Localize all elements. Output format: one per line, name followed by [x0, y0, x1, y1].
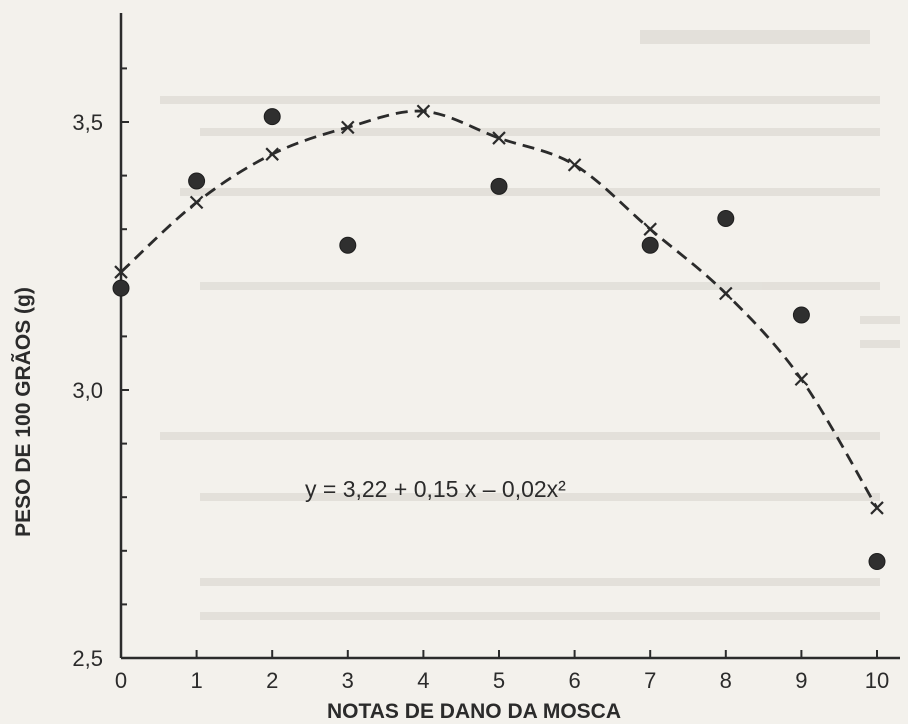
fitted-marker-stroke	[643, 222, 657, 236]
fitted-curve	[120, 109, 879, 509]
observed-point	[490, 177, 508, 195]
observed-point	[868, 553, 886, 571]
fitted-point-marker	[341, 120, 355, 135]
observed-points	[112, 108, 886, 571]
x-tick-label: 10	[865, 668, 889, 693]
y-axis-title: PESO DE 100 GRÃOS (g)	[12, 287, 35, 537]
fitted-marker-stroke	[189, 195, 204, 210]
x-ticks: 0 1 2 3 4 5 6 7 8 9 10	[115, 650, 889, 693]
observed-point	[641, 236, 659, 254]
fitted-point-marker	[265, 147, 279, 161]
observed-point	[792, 306, 810, 324]
fitted-marker-stroke	[265, 147, 279, 161]
fitted-point-marker	[567, 158, 582, 172]
background-bleed	[160, 30, 900, 620]
x-tick-label: 5	[493, 668, 505, 693]
fitted-marker-stroke	[870, 501, 884, 515]
fitted-point-marker	[416, 104, 431, 119]
fitted-point-marker	[643, 222, 657, 236]
observed-point	[717, 209, 735, 227]
fitted-point-marker	[719, 286, 733, 301]
fitted-point-marker	[794, 372, 809, 387]
fitted-marker-stroke	[794, 372, 809, 387]
fitted-point-marker	[492, 131, 506, 145]
x-tick-label: 8	[720, 668, 732, 693]
fitted-point-marker	[114, 265, 128, 279]
minor-y-ticks	[121, 67, 127, 606]
x-tick-label: 4	[417, 668, 429, 693]
x-tick-label: 6	[568, 668, 580, 693]
fitted-marker-stroke	[341, 120, 355, 135]
y-tick-label: 3,5	[72, 110, 103, 135]
y-tick-label: 2,5	[72, 646, 103, 671]
fitted-point-marker	[189, 195, 204, 210]
fitted-marker-stroke	[719, 286, 733, 301]
x-axis-title: NOTAS DE DANO DA MOSCA	[327, 700, 621, 723]
fitted-point-marker	[870, 501, 884, 515]
x-tick-label: 0	[115, 668, 127, 693]
x-tick-label: 2	[266, 668, 278, 693]
x-tick-label: 3	[342, 668, 354, 693]
fitted-marker-stroke	[567, 158, 582, 172]
equation-label: y = 3,22 + 0,15 x – 0,02x²	[305, 476, 566, 502]
fitted-marker-stroke	[114, 265, 128, 279]
x-tick-label: 7	[644, 668, 656, 693]
observed-point	[263, 108, 281, 126]
fitted-marker-stroke	[492, 131, 506, 145]
y-ticks: 2,5 3,0 3,5	[72, 110, 129, 671]
fitted-markers	[114, 104, 884, 515]
fitted-marker-stroke	[416, 104, 431, 119]
observed-point	[188, 172, 206, 190]
observed-point	[339, 236, 357, 254]
x-tick-label: 9	[795, 668, 807, 693]
x-tick-label: 1	[190, 668, 202, 693]
observed-point	[112, 279, 130, 297]
y-tick-label: 3,0	[72, 378, 103, 403]
